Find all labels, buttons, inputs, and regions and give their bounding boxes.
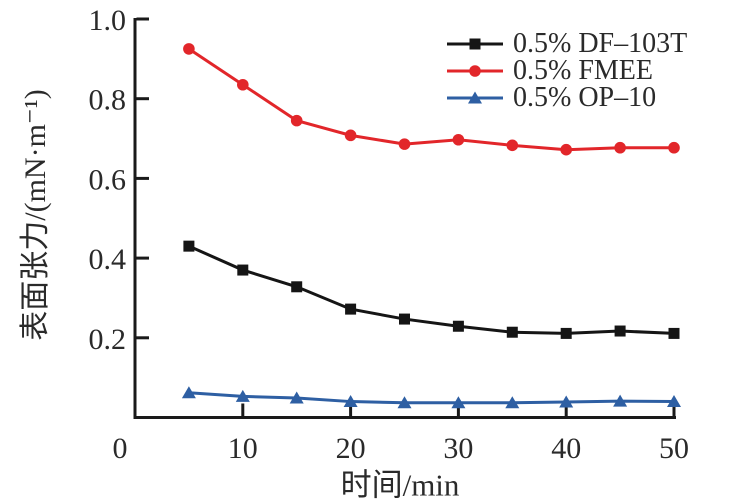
legend-label-df-103t: 0.5% DF–103T [513,28,688,59]
x-axis-title: 时间/min [340,467,460,501]
series-marker-op-10 [505,396,520,409]
series-marker-op-10 [667,395,681,408]
series-marker-fmee [183,43,195,55]
x-tick-label-0: 0 [113,432,128,465]
series-line-df-103t [188,244,675,335]
series-marker-op-10 [181,386,196,399]
legend-marker-fmee [469,64,481,77]
series-marker-fmee [614,141,626,154]
y-tick-label-0.6: 0.6 [89,163,127,196]
series-marker-op-10 [235,389,250,402]
series-line-op-10 [188,391,675,405]
series-marker-df-103t [560,327,572,339]
series-marker-op-10 [451,396,466,409]
series-marker-df-103t [345,303,357,315]
x-tick-label-50: 50 [659,432,689,465]
series-marker-fmee [290,114,303,127]
legend-marker-df-103t [469,38,481,49]
y-tick-label-0.8: 0.8 [89,84,127,117]
series-marker-op-10 [613,394,628,407]
axis-lines [133,18,676,419]
y-tick-label-0.2: 0.2 [89,323,127,356]
legend-label-op-10: 0.5% OP–10 [513,82,657,113]
series-marker-op-10 [343,395,358,408]
legend-item-op-10: 0.5% OP–10 [446,82,687,113]
series-marker-df-103t [237,264,249,276]
series-marker-op-10 [559,395,574,408]
x-tick-label-20: 20 [336,432,366,465]
series-marker-fmee [506,139,519,152]
y-tick-label-1.0: 1.0 [89,4,127,37]
series-marker-fmee [452,133,465,146]
legend-swatch-df-103t [447,38,503,49]
series-marker-fmee [668,141,680,154]
series-marker-fmee [560,143,572,156]
series-marker-op-10 [397,396,412,409]
series-marker-fmee [237,78,249,91]
series-marker-df-103t [291,281,303,293]
series-marker-df-103t [668,327,680,339]
x-tick-label-40: 40 [551,432,581,465]
x-tick-label-10: 10 [228,432,258,465]
legend-swatch-op-10 [447,91,503,103]
series-line-fmee [188,47,674,152]
y-tick-label-0.4: 0.4 [89,243,127,276]
legend-item-fmee: 0.5% FMEE [446,55,687,86]
legend-swatch-fmee [447,64,503,77]
series-marker-fmee [398,138,411,150]
series-marker-op-10 [289,391,304,404]
series-marker-df-103t [399,313,410,325]
legend: 0.5% DF–103T 0.5% FMEE 0.5% OP–10 [446,28,688,113]
series-marker-fmee [344,129,357,142]
legend-label-fmee: 0.5% FMEE [513,55,653,86]
series-marker-df-103t [452,320,464,332]
x-tick-label-30: 30 [443,432,473,465]
series-marker-df-103t [506,326,518,338]
legend-item-df-103t: 0.5% DF–103T [446,28,688,59]
series-marker-df-103t [183,240,195,252]
series-marker-df-103t [614,325,626,337]
y-axis-title: 表面张力/(mN·m⁻¹) [19,89,52,341]
legend-marker-op-10 [468,91,482,103]
